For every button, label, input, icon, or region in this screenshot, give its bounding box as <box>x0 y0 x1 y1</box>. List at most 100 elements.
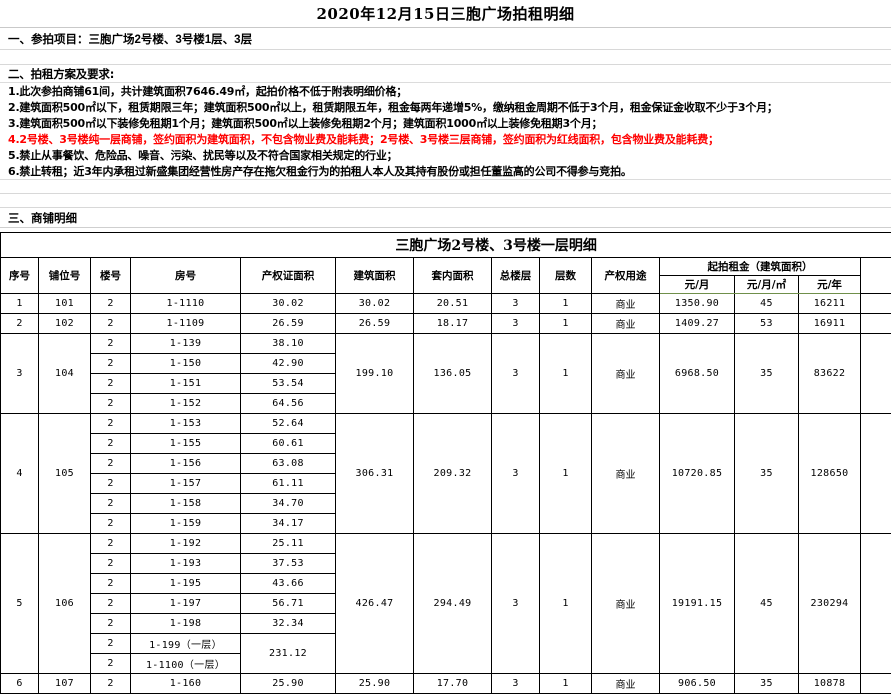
cell-building-no: 2 <box>91 474 131 494</box>
cell-building-no: 2 <box>91 334 131 354</box>
section-auction-terms-heading: 二、拍租方案及要求: <box>0 65 891 83</box>
cell-usage: 商业 <box>592 294 660 314</box>
cell-remark <box>861 294 891 314</box>
cell-room-no: 1-150 <box>131 354 241 374</box>
cell-remark <box>861 334 891 414</box>
cell-usage: 商业 <box>592 534 660 674</box>
col-header-rent-month-sqm: 元/月/㎡ <box>735 276 799 294</box>
cell-room-no: 1-157 <box>131 474 241 494</box>
col-header-rent-group: 起拍租金（建筑面积） <box>660 258 861 276</box>
cell-built-area: 199.10 <box>336 334 414 414</box>
cell-room-no: 1-155 <box>131 434 241 454</box>
blank-row-2 <box>0 180 891 194</box>
page-title-text: 2020年12月15日三胞广场拍租明细 <box>317 3 575 24</box>
cell-rent-month-sqm: 45 <box>735 294 799 314</box>
cell-total-floors: 3 <box>492 314 540 334</box>
cell-total-floors: 3 <box>492 294 540 314</box>
cell-room-no: 1-156 <box>131 454 241 474</box>
cell-building-no: 2 <box>91 294 131 314</box>
cell-total-floors: 3 <box>492 534 540 674</box>
term-item-4: 4.2号楼、3号楼纯一层商铺，签约面积为建筑面积，不包含物业费及能耗费；2号楼、… <box>0 131 891 147</box>
cell-floor: 1 <box>540 314 592 334</box>
cell-deed-area: 37.53 <box>241 554 336 574</box>
cell-seq: 3 <box>1 334 39 414</box>
cell-rent-year: 16911 <box>799 314 861 334</box>
cell-room-no: 1-158 <box>131 494 241 514</box>
cell-rent-month-sqm: 35 <box>735 414 799 534</box>
cell-room-no: 1-152 <box>131 394 241 414</box>
cell-inner-area: 209.32 <box>414 414 492 534</box>
cell-deed-area: 64.56 <box>241 394 336 414</box>
cell-room-no: 1-151 <box>131 374 241 394</box>
col-header-inner-area: 套内面积 <box>414 258 492 294</box>
cell-room-no: 1-153 <box>131 414 241 434</box>
cell-floor: 1 <box>540 294 592 314</box>
cell-deed-area: 60.61 <box>241 434 336 454</box>
cell-building-no: 2 <box>91 554 131 574</box>
col-header-building-no: 楼号 <box>91 258 131 294</box>
cell-rent-year: 16211 <box>799 294 861 314</box>
cell-remark <box>861 674 891 694</box>
cell-remark <box>861 534 891 674</box>
shop-detail-table: 三胞广场2号楼、3号楼一层明细 序号 铺位号 楼号 房号 产权证面积 建筑面积 … <box>0 232 891 694</box>
col-header-shop-no: 铺位号 <box>39 258 91 294</box>
table-caption-row: 三胞广场2号楼、3号楼一层明细 <box>1 233 891 258</box>
term-3-text: 3.建筑面积500㎡以下装修免租期1个月；建筑面积500㎡以上装修免租期2个月；… <box>8 115 602 131</box>
cell-room-no: 1-198 <box>131 614 241 634</box>
cell-inner-area: 136.05 <box>414 334 492 414</box>
cell-deed-area: 26.59 <box>241 314 336 334</box>
term-5-text: 5.禁止从事餐饮、危险品、噪音、污染、扰民等以及不符合国家相关规定的行业； <box>8 147 397 163</box>
table-header-row-1: 序号 铺位号 楼号 房号 产权证面积 建筑面积 套内面积 总楼层 层数 产权用途… <box>1 258 891 276</box>
cell-seq: 4 <box>1 414 39 534</box>
cell-deed-area: 56.71 <box>241 594 336 614</box>
cell-inner-area: 294.49 <box>414 534 492 674</box>
term-item-3: 3.建筑面积500㎡以下装修免租期1个月；建筑面积500㎡以上装修免租期2个月；… <box>0 115 891 131</box>
cell-room-no: 1-197 <box>131 594 241 614</box>
cell-usage: 商业 <box>592 334 660 414</box>
cell-deed-area: 53.54 <box>241 374 336 394</box>
cell-total-floors: 3 <box>492 414 540 534</box>
col-header-remark: 备注 <box>861 258 891 294</box>
col-header-built-area: 建筑面积 <box>336 258 414 294</box>
page-title: 2020年12月15日三胞广场拍租明细 <box>0 0 891 28</box>
cell-remark <box>861 414 891 534</box>
cell-rent-year: 128650 <box>799 414 861 534</box>
cell-room-no: 1-1109 <box>131 314 241 334</box>
cell-building-no: 2 <box>91 454 131 474</box>
cell-total-floors: 3 <box>492 674 540 694</box>
term-item-2: 2.建筑面积500㎡以下，租赁期限三年；建筑面积500㎡以上，租赁期限五年，租金… <box>0 99 891 115</box>
cell-inner-area: 20.51 <box>414 294 492 314</box>
cell-deed-area: 38.10 <box>241 334 336 354</box>
term-item-6: 6.禁止转租；近3年内承租过新盛集团经营性房产存在拖欠租金行为的拍租人本人及其持… <box>0 163 891 180</box>
cell-floor: 1 <box>540 534 592 674</box>
cell-rent-month: 6968.50 <box>660 334 735 414</box>
cell-building-no: 2 <box>91 674 131 694</box>
col-header-usage: 产权用途 <box>592 258 660 294</box>
cell-building-no: 2 <box>91 534 131 554</box>
cell-building-no: 2 <box>91 354 131 374</box>
cell-building-no: 2 <box>91 654 131 674</box>
cell-building-no: 2 <box>91 414 131 434</box>
cell-deed-area: 52.64 <box>241 414 336 434</box>
cell-building-no: 2 <box>91 494 131 514</box>
cell-building-no: 2 <box>91 574 131 594</box>
blank-row-1 <box>0 50 891 65</box>
section-shop-details-heading: 三、商铺明细 <box>0 208 891 228</box>
cell-room-no: 1-1110 <box>131 294 241 314</box>
cell-floor: 1 <box>540 414 592 534</box>
cell-rent-month: 1350.90 <box>660 294 735 314</box>
term-1-text: 1.此次参拍商铺61间，共计建筑面积7646.49㎡，起拍价格不低于附表明细价格… <box>8 83 407 99</box>
cell-inner-area: 17.70 <box>414 674 492 694</box>
cell-deed-area: 231.12 <box>241 634 336 674</box>
cell-rent-month-sqm: 45 <box>735 534 799 674</box>
section-participating-project: 一、参拍项目：三胞广场2号楼、3号楼1层、3层 <box>0 28 891 50</box>
cell-seq: 1 <box>1 294 39 314</box>
cell-deed-area: 25.90 <box>241 674 336 694</box>
cell-remark <box>861 314 891 334</box>
cell-rent-month-sqm: 35 <box>735 674 799 694</box>
cell-deed-area: 34.70 <box>241 494 336 514</box>
cell-built-area: 306.31 <box>336 414 414 534</box>
